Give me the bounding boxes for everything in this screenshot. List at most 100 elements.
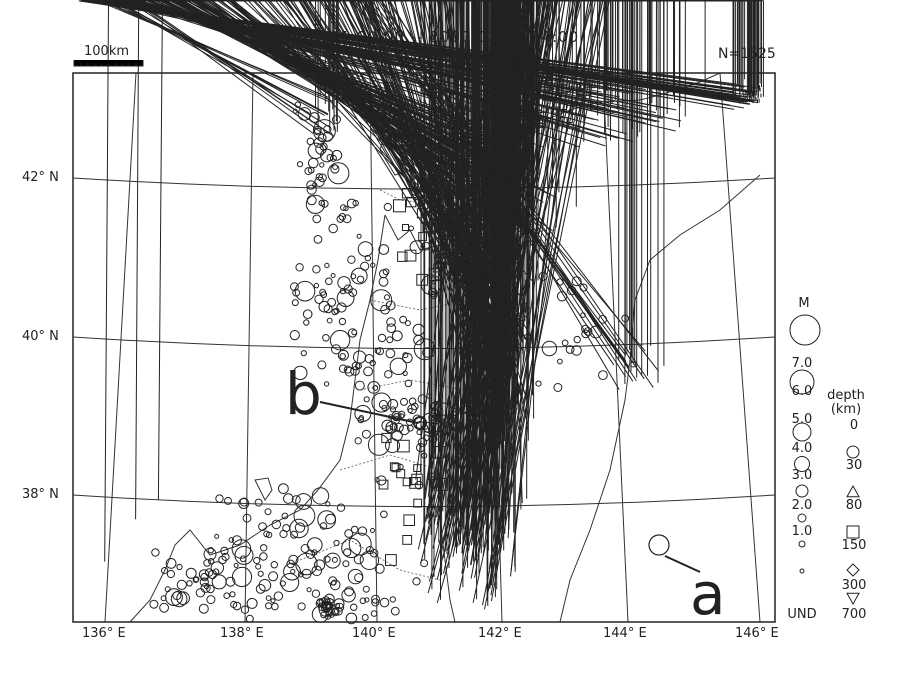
event-square-marker bbox=[416, 273, 429, 286]
event-circle-marker bbox=[231, 566, 253, 588]
legend-depth-label: 30 bbox=[845, 458, 863, 473]
event-circle-marker bbox=[399, 315, 408, 324]
event-circle-marker bbox=[288, 554, 299, 566]
event-circle-marker bbox=[265, 602, 273, 610]
event-circle-marker bbox=[353, 350, 367, 364]
event-circle-marker bbox=[172, 591, 182, 601]
event-square-marker bbox=[469, 273, 479, 283]
event-circle-marker bbox=[165, 558, 177, 569]
event-square-marker bbox=[570, 104, 581, 116]
event-circle-marker bbox=[369, 548, 379, 558]
event-circle-marker bbox=[259, 552, 268, 561]
event-square-marker bbox=[422, 221, 433, 233]
event-square-marker bbox=[397, 439, 410, 453]
event-square-marker bbox=[453, 250, 464, 261]
lon-tick-146: 146° E bbox=[735, 626, 779, 641]
event-circle-marker bbox=[337, 276, 351, 290]
event-circle-marker bbox=[296, 161, 304, 168]
event-circle-marker bbox=[281, 512, 289, 520]
event-circle-marker bbox=[318, 133, 327, 143]
event-circle-marker bbox=[170, 590, 188, 608]
event-circle-marker bbox=[391, 411, 402, 422]
event-circle-marker bbox=[254, 498, 263, 507]
event-circle-marker bbox=[279, 580, 286, 587]
event-square-marker bbox=[559, 102, 567, 111]
event-circle-marker bbox=[381, 405, 388, 411]
legend-magnitude-label: 5.0 bbox=[791, 412, 813, 427]
event-circle-marker bbox=[336, 302, 347, 313]
event-circle-marker bbox=[206, 584, 215, 594]
event-square-marker bbox=[396, 469, 406, 479]
lat-tick-40: 40° N bbox=[22, 329, 59, 344]
event-circle-marker bbox=[371, 598, 380, 607]
event-circle-marker bbox=[325, 513, 336, 525]
event-circle-marker bbox=[319, 522, 328, 530]
event-circle-marker bbox=[306, 180, 316, 190]
event-circle-marker bbox=[404, 379, 413, 388]
coastline bbox=[129, 72, 761, 623]
event-circle-marker bbox=[329, 154, 337, 162]
event-circle-marker bbox=[211, 574, 227, 590]
event-square-marker bbox=[397, 251, 408, 262]
legend-depth-unit: (km) bbox=[830, 402, 862, 417]
event-circle-marker bbox=[246, 597, 258, 609]
event-circle-marker bbox=[306, 587, 312, 593]
event-circle-marker bbox=[304, 167, 313, 176]
annotation-b: b bbox=[285, 360, 322, 428]
event-circle-marker bbox=[367, 381, 381, 394]
event-circle-marker bbox=[351, 329, 358, 336]
event-circle-marker bbox=[370, 528, 375, 533]
event-circle-marker bbox=[413, 334, 424, 346]
event-circle-marker bbox=[399, 424, 410, 436]
event-circle-marker bbox=[305, 194, 325, 214]
event-circle-marker bbox=[306, 184, 317, 195]
event-circle-marker bbox=[290, 282, 299, 292]
event-circle-marker bbox=[357, 416, 365, 424]
event-circle-marker bbox=[565, 345, 575, 354]
event-square-marker bbox=[526, 93, 535, 102]
scale-bar bbox=[73, 60, 144, 67]
event-diamond-marker bbox=[846, 563, 860, 577]
event-square-marker bbox=[543, 92, 553, 101]
event-circle-marker bbox=[350, 525, 359, 534]
event-circle-marker bbox=[338, 213, 347, 221]
lon-tick-142: 142° E bbox=[478, 626, 522, 641]
event-circle-marker bbox=[323, 381, 330, 387]
event-circle-marker bbox=[314, 176, 325, 188]
event-circle-marker bbox=[319, 162, 325, 168]
event-circle-marker bbox=[270, 598, 276, 604]
event-circle-marker bbox=[367, 433, 390, 456]
event-circle-marker bbox=[232, 601, 242, 611]
event-circle-marker bbox=[255, 584, 266, 594]
event-circle-marker bbox=[204, 568, 214, 577]
event-circle-marker bbox=[240, 605, 250, 614]
event-circle-marker bbox=[389, 596, 396, 603]
event-inv-marker bbox=[846, 592, 860, 606]
event-circle-marker bbox=[428, 287, 438, 298]
event-square-marker bbox=[402, 535, 413, 545]
event-circle-marker bbox=[374, 563, 385, 574]
event-square-marker bbox=[413, 464, 422, 473]
event-circle-marker bbox=[297, 602, 306, 611]
event-circle-marker bbox=[357, 526, 368, 536]
legend-magnitude-circle bbox=[797, 513, 807, 523]
event-circle-marker bbox=[386, 317, 396, 327]
event-circle-marker bbox=[214, 533, 220, 539]
map-frame bbox=[72, 72, 776, 623]
event-circle-marker bbox=[176, 591, 190, 606]
event-circle-marker bbox=[328, 576, 338, 586]
event-circle-marker bbox=[268, 571, 279, 582]
event-circle-marker bbox=[384, 370, 393, 379]
event-circle-marker bbox=[228, 537, 235, 543]
event-circle-marker bbox=[263, 530, 270, 538]
event-circle-marker bbox=[343, 548, 352, 557]
event-circle-marker bbox=[307, 537, 323, 553]
event-circle-marker bbox=[344, 529, 354, 538]
event-circle-marker bbox=[384, 294, 390, 301]
event-circle-marker bbox=[319, 142, 328, 151]
event-square-marker bbox=[506, 102, 517, 113]
event-circle-marker bbox=[289, 330, 300, 341]
event-square-marker bbox=[426, 506, 437, 517]
event-circle-marker bbox=[331, 608, 339, 615]
event-square-marker bbox=[556, 85, 565, 94]
